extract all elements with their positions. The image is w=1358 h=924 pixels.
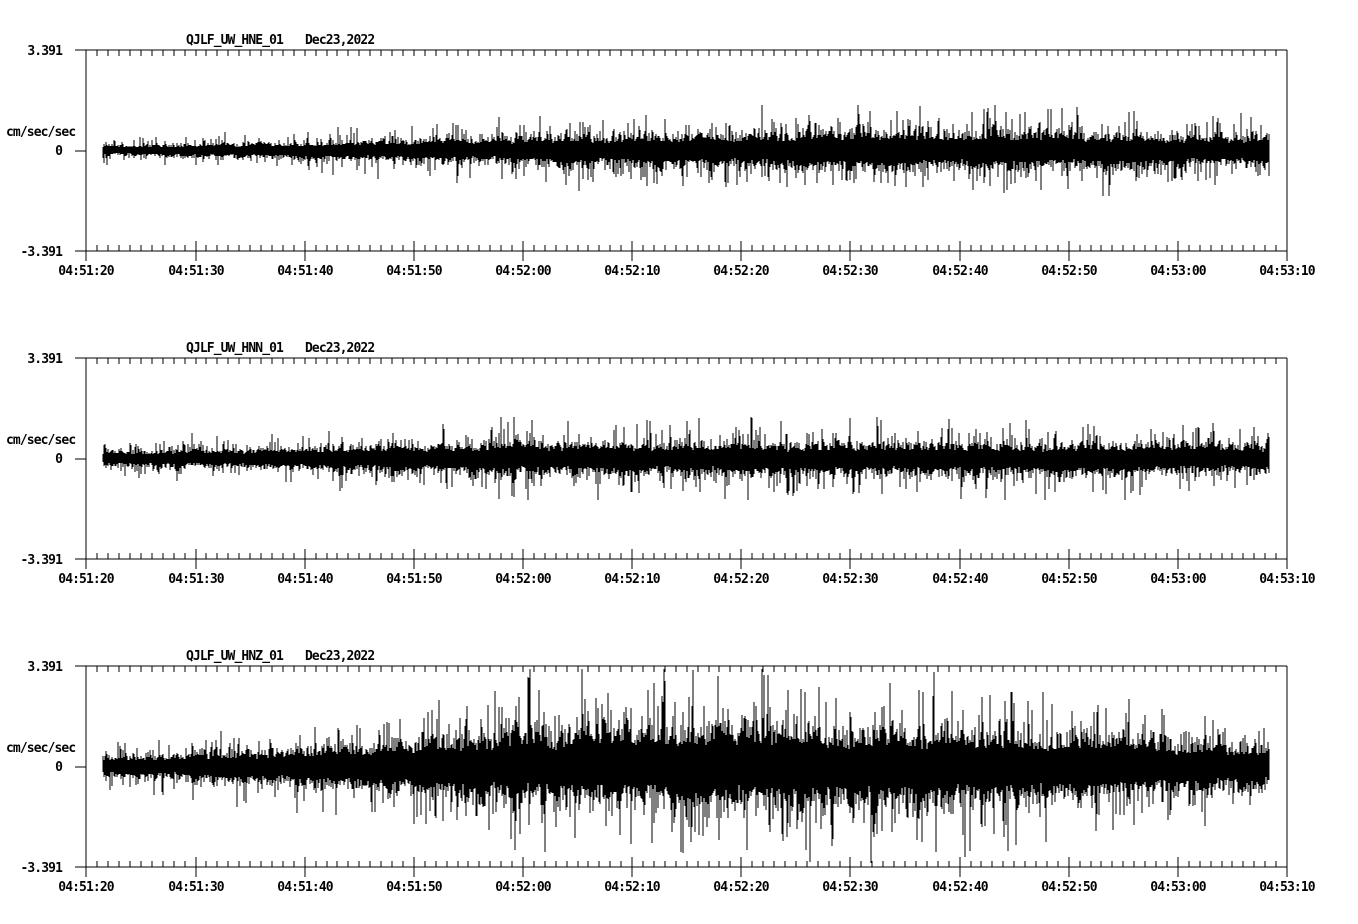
panel-2-x-tick-label: 04:51:30 — [167, 880, 224, 896]
panel-1-yzero-label: 0 — [55, 452, 63, 467]
panel-0-yzero-label: 0 — [55, 144, 63, 159]
panel-1-unit-label: cm/sec/sec — [6, 432, 76, 448]
panel-2-yzero-label: 0 — [55, 760, 63, 775]
panel-2-x-tick-label: 04:52:50 — [1041, 880, 1097, 896]
panel-0-x-tick-label: 04:52:00 — [495, 264, 551, 280]
panel-1-x-tick-label: 04:52:50 — [1041, 572, 1097, 588]
panel-0-x-tick-label: 04:51:20 — [58, 264, 115, 280]
panel-1-x-tick-label: 04:52:30 — [822, 572, 879, 588]
panel-0-waveform-trace — [102, 105, 1270, 196]
panel-1-x-tick-label: 04:51:50 — [386, 572, 442, 588]
panel-1-x-tick-label: 04:52:40 — [931, 572, 988, 588]
panel-2-station-title: QJLF_UW_HNZ_01 — [186, 649, 284, 665]
panel-0-x-tick-label: 04:53:00 — [1150, 264, 1206, 280]
panel-0-x-tick-label: 04:52:50 — [1041, 264, 1097, 280]
panel-1-x-tick-label: 04:51:20 — [58, 572, 115, 588]
panel-1-axes — [75, 357, 1288, 569]
panel-1-x-tick-label: 04:52:10 — [604, 572, 660, 588]
panel-1-x-tick-label: 04:53:00 — [1150, 572, 1206, 588]
panel-2-x-tick-label: 04:52:40 — [931, 880, 988, 896]
panel-1-x-tick-label: 04:51:30 — [167, 572, 224, 588]
panel-1-station-title: QJLF_UW_HNN_01 — [186, 341, 284, 357]
panel-0-x-tick-label: 04:52:20 — [713, 264, 770, 280]
panel-2-x-tick-label: 04:53:00 — [1150, 880, 1206, 896]
panel-0-x-tick-label: 04:51:50 — [386, 264, 442, 280]
panel-2-x-tick-label: 04:52:00 — [495, 880, 551, 896]
panel-2-unit-label: cm/sec/sec — [6, 740, 76, 756]
panel-0-axes — [75, 49, 1288, 261]
panel-0-x-tick-label: 04:53:10 — [1259, 264, 1315, 280]
panel-0-x-tick-label: 04:52:40 — [931, 264, 988, 280]
panel-2-x-tick-label: 04:52:30 — [822, 880, 879, 896]
panel-2-ymax-label: 3.391 — [27, 659, 63, 675]
panel-0-station-title: QJLF_UW_HNE_01 — [186, 33, 284, 49]
panel-1-ymax-label: 3.391 — [27, 351, 63, 367]
panel-2-x-tick-label: 04:53:10 — [1259, 880, 1315, 896]
panel-0-ymin-label: -3.391 — [20, 244, 62, 260]
panel-1-ymin-label: -3.391 — [20, 552, 62, 568]
panel-2-x-tick-label: 04:51:40 — [276, 880, 333, 896]
panel-0-x-tick-label: 04:52:30 — [822, 264, 879, 280]
panel-0-x-tick-label: 04:52:10 — [604, 264, 660, 280]
panel-2-x-tick-label: 04:52:10 — [604, 880, 660, 896]
panel-2-axes — [75, 665, 1288, 877]
panel-0-x-tick-label: 04:51:30 — [167, 264, 224, 280]
panel-2-date-label: Dec23,2022 — [305, 649, 375, 665]
panel-2-x-tick-label: 04:51:20 — [58, 880, 115, 896]
panel-2-plot — [75, 665, 1288, 877]
panel-0-x-tick-label: 04:51:40 — [276, 264, 333, 280]
panel-0-ymax-label: 3.391 — [27, 43, 63, 59]
panel-1-x-tick-label: 04:52:00 — [495, 572, 551, 588]
panel-1-x-tick-label: 04:53:10 — [1259, 572, 1315, 588]
panel-2-ymin-label: -3.391 — [20, 860, 62, 876]
panel-1-plot — [75, 357, 1288, 569]
panel-1-x-tick-label: 04:51:40 — [276, 572, 333, 588]
panel-0-date-label: Dec23,2022 — [305, 33, 375, 49]
panel-1-waveform-trace — [102, 417, 1270, 500]
panel-0-unit-label: cm/sec/sec — [6, 124, 76, 140]
panel-2-waveform-trace — [102, 669, 1270, 863]
panel-1-x-tick-label: 04:52:20 — [713, 572, 770, 588]
panel-1-date-label: Dec23,2022 — [305, 341, 375, 357]
panel-2-x-tick-label: 04:51:50 — [386, 880, 442, 896]
panel-0-plot — [75, 49, 1288, 261]
panel-2-x-tick-label: 04:52:20 — [713, 880, 770, 896]
